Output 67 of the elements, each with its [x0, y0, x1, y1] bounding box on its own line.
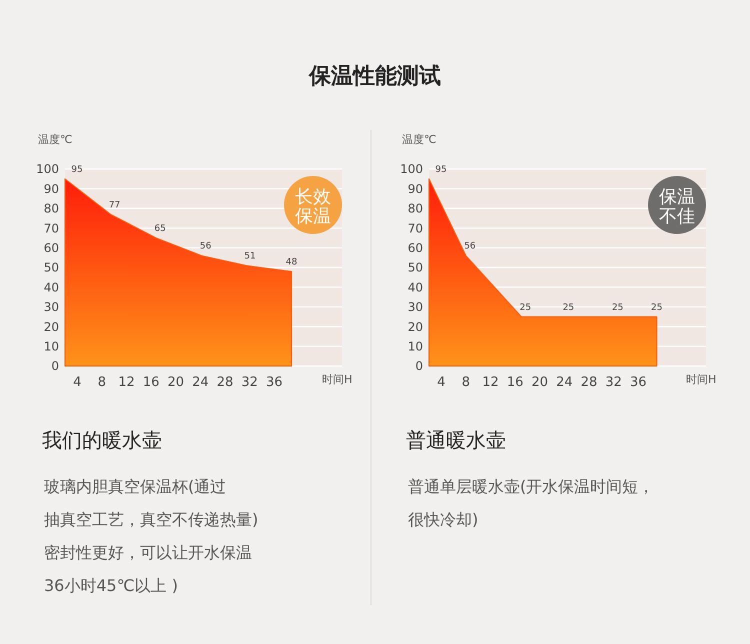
x-tick-label: 20	[168, 375, 184, 390]
data-label: 25	[562, 302, 574, 313]
data-label: 25	[520, 302, 532, 313]
y-axis-title: 温度℃	[402, 133, 436, 146]
x-tick-label: 8	[98, 375, 106, 390]
data-label: 25	[651, 302, 662, 313]
y-tick-label: 50	[408, 260, 423, 275]
text: 玻璃内胆真空保温杯(通过	[44, 477, 226, 496]
y-tick-label: 90	[408, 182, 423, 196]
chart-title: 保温性能测试	[308, 64, 441, 89]
x-tick-label: 36	[266, 375, 283, 390]
data-label: 65	[154, 224, 166, 234]
y-tick-label: 40	[44, 280, 59, 294]
y-tick-label: 90	[44, 182, 59, 196]
y-tick-label: 70	[408, 221, 423, 236]
y-tick-label: 50	[44, 260, 59, 275]
y-tick-label: 60	[408, 241, 423, 255]
x-tick-label: 28	[580, 375, 598, 390]
x-axis-title: 时间H	[322, 373, 352, 386]
x-tick-label: 32	[241, 375, 258, 390]
data-label: 51	[244, 252, 256, 262]
y-tick-label: 20	[408, 320, 423, 334]
x-tick-label: 8	[462, 375, 470, 390]
data-label: 95	[71, 164, 83, 175]
y-axis-title: 温度℃	[38, 133, 72, 146]
y-tick-label: 60	[44, 241, 59, 255]
annotation: 长效保温	[295, 186, 331, 228]
x-tick-label: 28	[216, 375, 234, 390]
x-tick-label: 24	[556, 375, 573, 390]
y-tick-label: 70	[44, 221, 59, 236]
y-tick-label: 10	[44, 340, 59, 354]
data-label: 56	[200, 242, 212, 252]
annotation: 保温不佳	[659, 186, 695, 228]
y-tick-label: 80	[44, 202, 59, 216]
x-tick-label: 16	[142, 375, 160, 390]
y-tick-label: 30	[408, 300, 423, 314]
text: 普通暖水壶	[406, 428, 506, 452]
x-tick-label: 12	[118, 375, 135, 390]
x-tick-label: 24	[192, 375, 209, 390]
y-tick-label: 100	[36, 162, 59, 176]
y-tick-label: 100	[400, 162, 423, 176]
data-label: 25	[612, 302, 624, 313]
x-axis-title: 时间H	[686, 373, 716, 386]
y-tick-label: 30	[44, 300, 59, 314]
y-tick-label: 10	[408, 340, 423, 354]
text: 密封性更好，可以让开水保温	[44, 543, 252, 562]
x-tick-label: 4	[73, 375, 82, 390]
x-tick-label: 4	[437, 375, 446, 390]
x-tick-label: 20	[532, 375, 548, 390]
x-tick-label: 12	[482, 375, 499, 390]
y-tick-label: 40	[408, 280, 423, 294]
y-tick-label: 20	[44, 320, 59, 334]
text: 普通单层暖水壶(开水保温时间短，	[408, 477, 654, 496]
y-tick-label: 80	[408, 202, 423, 216]
data-label: 77	[108, 200, 120, 210]
x-tick-label: 36	[630, 375, 647, 390]
data-label: 48	[286, 257, 298, 268]
y-tick-label: 0	[51, 359, 59, 374]
text: 很快冷却)	[408, 510, 478, 529]
data-label: 56	[464, 242, 476, 252]
data-label: 95	[435, 164, 447, 175]
y-tick-label: 0	[415, 359, 423, 374]
text: 我们的暖水壶	[42, 428, 162, 452]
text: 36小时45℃以上 )	[44, 576, 178, 595]
x-tick-label: 32	[605, 375, 622, 390]
text: 抽真空工艺，真空不传递热量)	[44, 510, 258, 529]
x-tick-label: 16	[506, 375, 524, 390]
